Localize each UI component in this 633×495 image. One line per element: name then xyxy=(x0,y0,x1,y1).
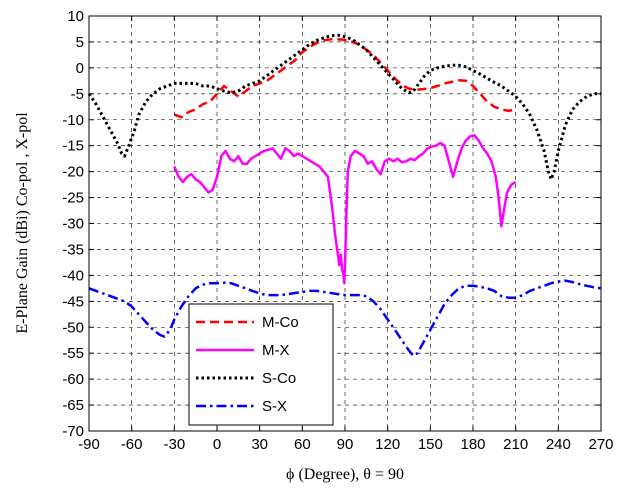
y-tick-label: -50 xyxy=(62,319,84,336)
y-tick-label: 5 xyxy=(76,34,84,51)
series-lines xyxy=(87,33,602,358)
x-tick-label: -90 xyxy=(78,436,100,453)
legend-label-s-co: S-Co xyxy=(262,370,296,387)
y-tick-label: -35 xyxy=(62,241,84,258)
series-line-s-co xyxy=(87,33,601,181)
y-tick-label: -5 xyxy=(71,86,84,103)
series-line-s-x xyxy=(88,279,602,358)
x-tick-label: 0 xyxy=(213,436,221,453)
x-tick-label: 120 xyxy=(375,436,400,453)
x-tick-label: 60 xyxy=(294,436,311,453)
axis-ticks: -90 -60 -30 0 30 60 90 120 150 180 210 240 270 -70 -65… xyxy=(62,8,613,453)
x-tick-label: 150 xyxy=(418,436,443,453)
legend-box xyxy=(188,303,334,426)
y-tick-label: -20 xyxy=(62,164,84,181)
y-tick-label: -30 xyxy=(62,216,84,233)
legend-label-m-x: M-X xyxy=(262,342,290,359)
x-tick-label: 270 xyxy=(588,436,613,453)
y-tick-label: -15 xyxy=(62,138,84,155)
x-tick-label: 90 xyxy=(337,436,354,453)
y-tick-label: -55 xyxy=(62,345,84,362)
series-line-m-co xyxy=(173,38,516,119)
series-line-m-x xyxy=(173,134,517,285)
x-tick-label: 180 xyxy=(460,436,485,453)
y-tick-label: -60 xyxy=(62,371,84,388)
y-tick-label: -45 xyxy=(62,293,84,310)
x-tick-label: 240 xyxy=(546,436,571,453)
y-tick-label: -10 xyxy=(62,112,84,129)
x-tick-label: -60 xyxy=(121,436,143,453)
y-tick-label: -65 xyxy=(62,397,84,414)
x-tick-label: 210 xyxy=(503,436,528,453)
legend: M-Co M-X S-Co S-X xyxy=(188,303,334,426)
x-axis-title: ϕ (Degree), θ = 90 xyxy=(286,466,404,483)
y-tick-label: -25 xyxy=(62,190,84,207)
legend-label-m-co: M-Co xyxy=(262,314,299,331)
y-tick-label: -70 xyxy=(62,423,84,440)
x-tick-label: 30 xyxy=(251,436,268,453)
y-tick-label: -40 xyxy=(62,267,84,284)
x-tick-label: -30 xyxy=(163,436,185,453)
y-axis-title: E-Plane Gain (dBi) Co-pol , X-pol xyxy=(14,112,31,334)
legend-label-s-x: S-X xyxy=(262,398,287,415)
y-tick-label: 0 xyxy=(76,60,84,77)
y-tick-label: 10 xyxy=(67,8,84,25)
